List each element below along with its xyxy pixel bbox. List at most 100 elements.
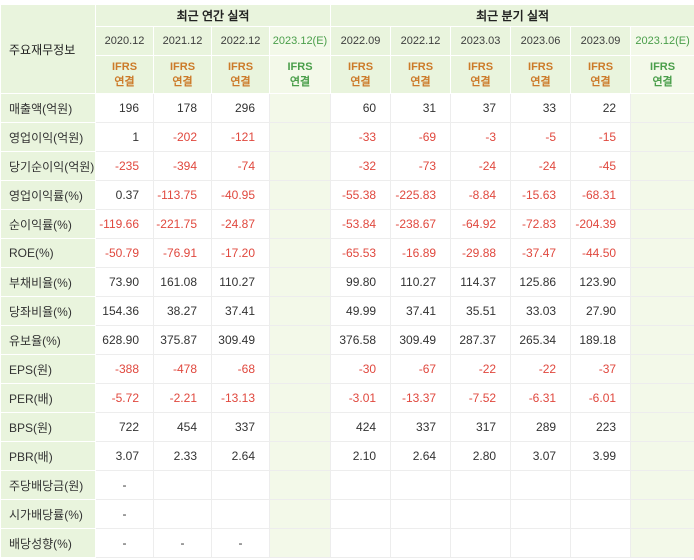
ifrs-label: IFRS [348, 60, 374, 73]
cell: 296 [211, 93, 270, 123]
cell: 31 [390, 93, 452, 123]
consolidated-label: 연결 [530, 75, 551, 88]
cell: 2.33 [153, 441, 212, 471]
cell: -202 [153, 122, 212, 152]
table-row: 영업이익(억원) 1 -202 -121 -33 -69 -3 -5 -15 [0, 122, 694, 152]
cell [450, 528, 512, 558]
cell [330, 470, 392, 500]
consolidated-label: 연결 [289, 75, 311, 88]
cell [450, 470, 512, 500]
cell: -16.89 [390, 238, 452, 268]
cell: 161.08 [153, 267, 212, 297]
cell [630, 93, 694, 123]
table-row: 당기순이익(억원) -235 -394 -74 -32 -73 -24 -24 -45 [0, 151, 694, 181]
cell: 2.10 [330, 441, 392, 471]
cell [330, 528, 392, 558]
cell [630, 383, 694, 413]
ifrs-label: IFRS [227, 60, 254, 73]
cell [268, 354, 332, 384]
cell: 22 [570, 93, 632, 123]
cell: 60 [330, 93, 392, 123]
table-row: 매출액(억원) 196 178 296 60 31 37 33 22 [0, 93, 694, 123]
cell: -76.91 [153, 238, 212, 268]
table-corner-label: 주요재무정보 [0, 4, 96, 94]
column-header-annual: 2022.12 [211, 26, 270, 56]
cell [268, 267, 332, 297]
cell: 110.27 [390, 267, 452, 297]
cell: -40.95 [211, 180, 270, 210]
row-label: 주당배당금(원) [0, 470, 96, 500]
table-row: EPS(원) -388 -478 -68 -30 -67 -22 -22 -37 [0, 354, 694, 384]
cell: 38.27 [153, 296, 212, 326]
cell: 3.07 [510, 441, 572, 471]
cell [630, 238, 694, 268]
column-header-quarterly: 2023.12(E) [630, 26, 694, 56]
cell: -73 [390, 151, 452, 181]
cell: - [211, 528, 270, 558]
column-header-quarterly: 2022.09 [330, 26, 392, 56]
cell: - [95, 528, 154, 558]
cell: -7.52 [450, 383, 512, 413]
cell [630, 296, 694, 326]
ifrs-label: IFRS [408, 60, 434, 73]
cell [268, 209, 332, 239]
cell: 178 [153, 93, 212, 123]
table-row: 유보율(%) 628.90 375.87 309.49 376.58 309.49 287.… [0, 325, 694, 355]
ifrs-label: IFRS [528, 60, 554, 73]
ifrs-header-cell: IFRS 연결 [510, 55, 572, 94]
cell: -13.37 [390, 383, 452, 413]
ifrs-header-cell: IFRS 연결 [630, 55, 694, 94]
cell: 1 [95, 122, 154, 152]
cell [630, 470, 694, 500]
cell: -225.83 [390, 180, 452, 210]
cell: -15.63 [510, 180, 572, 210]
cell [570, 528, 632, 558]
cell: -32 [330, 151, 392, 181]
ifrs-header-cell: IFRS 연결 [211, 55, 270, 94]
cell [268, 528, 332, 558]
group-header-row: 주요재무정보 최근 연간 실적 최근 분기 실적 [0, 4, 694, 94]
cell [268, 151, 332, 181]
cell: 317 [450, 412, 512, 442]
consolidated-label: 연결 [114, 75, 135, 88]
cell: 309.49 [211, 325, 270, 355]
cell: -121 [211, 122, 270, 152]
column-header-quarterly: 2023.09 [570, 26, 632, 56]
row-label: BPS(원) [0, 412, 96, 442]
cell: -3 [450, 122, 512, 152]
cell: -72.83 [510, 209, 572, 239]
ifrs-header-row: IFRS 연결 IFRS 연결 IFRS 연결 IFRS 연결 IFRS 연결 IFRS 연결 IFRS… [1, 55, 694, 94]
cell: -33 [330, 122, 392, 152]
cell: 27.90 [570, 296, 632, 326]
cell: -24.87 [211, 209, 270, 239]
row-label: EPS(원) [0, 354, 96, 384]
cell [630, 180, 694, 210]
cell: 289 [510, 412, 572, 442]
row-label: 유보율(%) [0, 325, 96, 355]
cell: -221.75 [153, 209, 212, 239]
cell: -50.79 [95, 238, 154, 268]
cell: 37.41 [211, 296, 270, 326]
cell: -53.84 [330, 209, 392, 239]
cell [268, 470, 332, 500]
table-body: 매출액(억원) 196 178 296 60 31 37 33 22 영업이익(억원) 1 -202-… [0, 93, 694, 558]
table-row: 영업이익률(%) 0.37 -113.75 -40.95 -55.38 -225.83 -8… [0, 180, 694, 210]
cell [510, 470, 572, 500]
cell: 3.99 [570, 441, 632, 471]
cell: -388 [95, 354, 154, 384]
ifrs-label: IFRS [588, 60, 614, 73]
row-label: 영업이익률(%) [0, 180, 96, 210]
row-label: PER(배) [0, 383, 96, 413]
cell: 2.80 [450, 441, 512, 471]
cell: 37.41 [390, 296, 452, 326]
cell: 73.90 [95, 267, 154, 297]
row-label: PBR(배) [0, 441, 96, 471]
ifrs-header-cell: IFRS 연결 [570, 55, 632, 94]
cell [268, 412, 332, 442]
cell: -24 [510, 151, 572, 181]
cell: 722 [95, 412, 154, 442]
cell [630, 528, 694, 558]
ifrs-header-cell: IFRS 연결 [330, 55, 392, 94]
cell: -68.31 [570, 180, 632, 210]
column-header-quarterly: 2022.12 [390, 26, 452, 56]
